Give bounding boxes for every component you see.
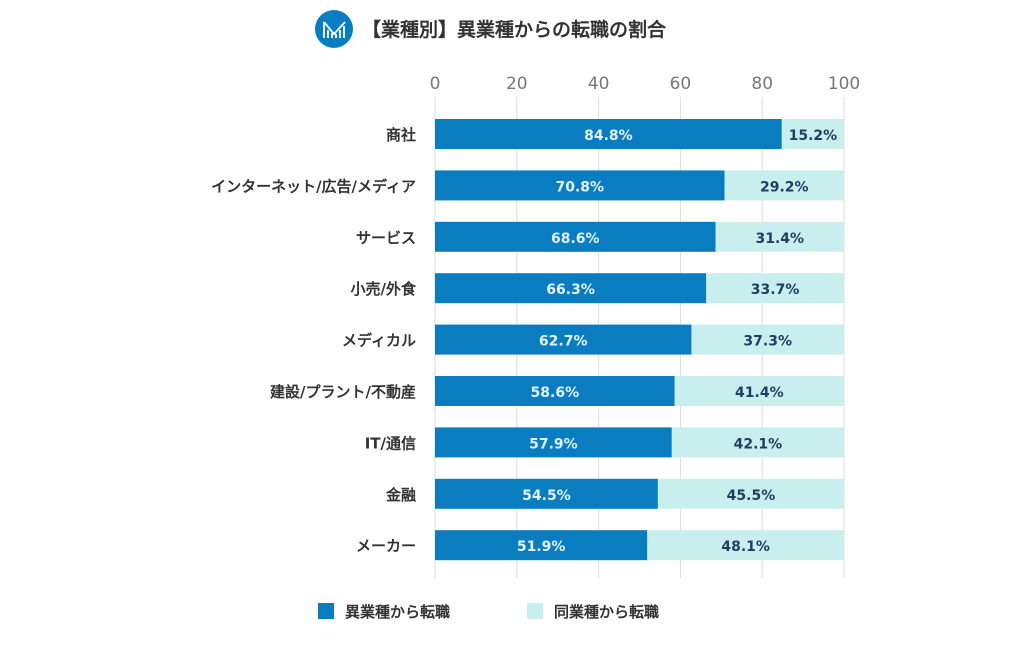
bar-segment <box>647 530 844 561</box>
bar-segment <box>435 273 707 304</box>
legend-swatch <box>318 603 334 619</box>
bar-segment <box>781 119 844 149</box>
data-label: 33.7% <box>751 282 800 298</box>
data-label: 31.4% <box>755 231 804 247</box>
category-label: 商社 <box>386 126 416 144</box>
bar-segment <box>691 324 844 355</box>
legend-label: 異業種から転職 <box>345 603 450 621</box>
x-tick-label: 0 <box>430 74 441 94</box>
data-label: 84.8% <box>584 128 633 144</box>
bar-segment <box>435 221 716 252</box>
bar-segment <box>435 478 658 509</box>
legend-swatch <box>527 603 543 619</box>
bar-segment <box>435 119 782 149</box>
x-tick-label: 20 <box>506 74 528 94</box>
bar-segment <box>671 427 844 458</box>
chart-title: 【業種別】異業種からの転職の割合 <box>362 18 667 41</box>
data-label: 29.2% <box>760 179 809 195</box>
legend-label: 同業種から転職 <box>554 603 659 621</box>
bar-segment <box>435 170 725 201</box>
data-label: 70.8% <box>555 179 604 195</box>
x-tick-label: 40 <box>588 74 610 94</box>
bar-segment <box>706 273 844 304</box>
bar-segment <box>657 478 844 509</box>
bar-segment <box>435 427 672 458</box>
data-label: 41.4% <box>735 385 784 401</box>
bar-segment <box>674 376 844 406</box>
data-label: 51.9% <box>517 539 566 555</box>
bar-segment <box>724 170 844 201</box>
x-tick-label: 60 <box>670 74 692 94</box>
data-label: 15.2% <box>789 128 838 144</box>
category-label: インターネット/広告/メディア <box>211 177 416 195</box>
bar-segment <box>435 530 648 561</box>
data-label: 48.1% <box>721 539 770 555</box>
title-icon <box>315 10 353 48</box>
data-label: 45.5% <box>727 488 776 504</box>
category-label: サービス <box>356 229 416 247</box>
data-label: 57.9% <box>529 436 578 452</box>
category-label: メーカー <box>356 537 416 555</box>
category-label: 小売/外食 <box>351 280 417 298</box>
category-label: 金融 <box>385 486 416 504</box>
category-label: メディカル <box>342 332 416 350</box>
x-tick-label: 100 <box>828 74 860 94</box>
data-label: 66.3% <box>546 282 595 298</box>
data-label: 37.3% <box>743 334 792 350</box>
data-label: 54.5% <box>522 488 571 504</box>
bar-segment <box>435 324 692 355</box>
bar-segment <box>435 376 675 406</box>
category-label: 建設/プラント/不動産 <box>270 383 416 401</box>
data-label: 68.6% <box>551 231 600 247</box>
bar-segment <box>715 221 844 252</box>
data-label: 58.6% <box>531 385 580 401</box>
data-label: 62.7% <box>539 334 588 350</box>
data-label: 42.1% <box>734 436 783 452</box>
x-tick-label: 80 <box>751 74 773 94</box>
category-label: IT/通信 <box>365 434 416 452</box>
